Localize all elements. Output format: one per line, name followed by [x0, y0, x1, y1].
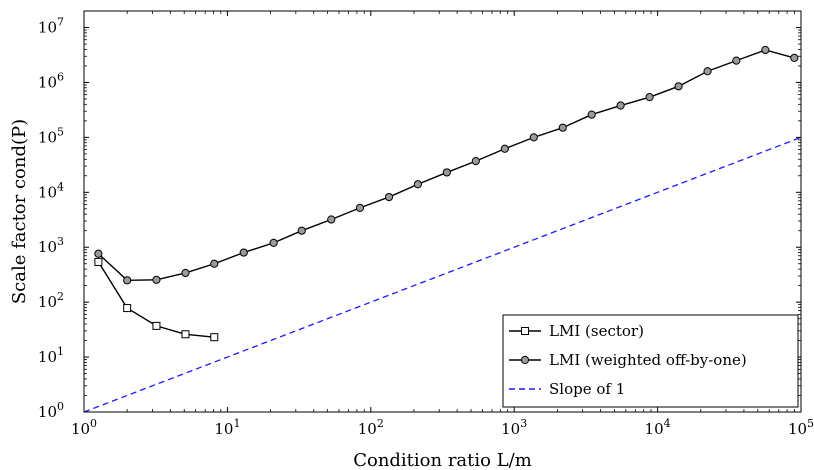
plot-frame [83, 10, 802, 413]
legend-label-3: Slope of 1 [549, 380, 625, 398]
series-2-point [413, 180, 422, 189]
series-line-2 [97, 49, 795, 282]
y-tick-label: 107 [38, 16, 64, 37]
series-2-point [210, 259, 219, 268]
series-2-point [558, 123, 567, 132]
series-2-point [674, 82, 683, 91]
legend-label-2: LMI (weighted off-by-one) [549, 351, 747, 369]
series-2-point [152, 275, 161, 284]
y-axis-label: Scale factor cond(P) [9, 119, 30, 304]
series-2-point [761, 45, 770, 55]
legend: LMI (sector) LMI (weighted off-by-one) Slo… [502, 314, 799, 408]
series-2-point [616, 101, 625, 110]
series-2-point [471, 156, 480, 166]
y-tick-label: 105 [38, 125, 64, 146]
series-1-point [94, 257, 103, 266]
series-2-point [123, 276, 132, 285]
y-tick-label: 106 [38, 70, 64, 91]
series-1-point [123, 304, 132, 313]
y-tick-label: 103 [38, 235, 64, 256]
x-tick-label: 104 [645, 417, 671, 438]
y-tick-label: 102 [38, 290, 64, 311]
legend-label-1: LMI (sector) [549, 322, 644, 340]
plot-elements [83, 10, 802, 413]
series-2-point [645, 93, 654, 102]
series-line-3 [84, 136, 801, 412]
x-axis-label: Condition ratio L/m [353, 450, 532, 470]
series-2-point [94, 249, 103, 258]
y-tick-label: 101 [38, 345, 64, 366]
series-2-point [500, 144, 509, 153]
series-2-point [384, 192, 394, 202]
x-tick-label: 102 [358, 417, 384, 438]
y-tick-label: 104 [38, 180, 64, 201]
x-tick-label: 100 [71, 417, 97, 438]
series-2-point [355, 203, 365, 213]
x-tick-label: 105 [788, 417, 814, 438]
series-1-point [210, 333, 219, 342]
series-2-point [442, 168, 451, 177]
legend-box [502, 314, 799, 408]
series-2-point [239, 248, 248, 257]
tick-layer: 100 101 102 103 104 105 100 101 102 103 104 105 106 1… [38, 10, 814, 438]
series-2-point [297, 226, 306, 235]
x-tick-label: 101 [214, 417, 240, 438]
legend-marker-square [521, 327, 529, 335]
series-2-point [181, 268, 190, 278]
series-1-point [152, 321, 161, 330]
y-tick-label: 100 [38, 400, 64, 421]
series-2-point [269, 238, 278, 247]
series-2-point [732, 56, 741, 65]
series-2-point [587, 110, 596, 119]
series-1-point [181, 330, 190, 339]
x-tick-label: 103 [501, 417, 527, 438]
series-2-point [529, 133, 538, 142]
series-2-point [703, 67, 712, 76]
series-2-point [327, 215, 336, 224]
legend-marker-circle [520, 355, 530, 365]
series-2-point [790, 53, 799, 62]
